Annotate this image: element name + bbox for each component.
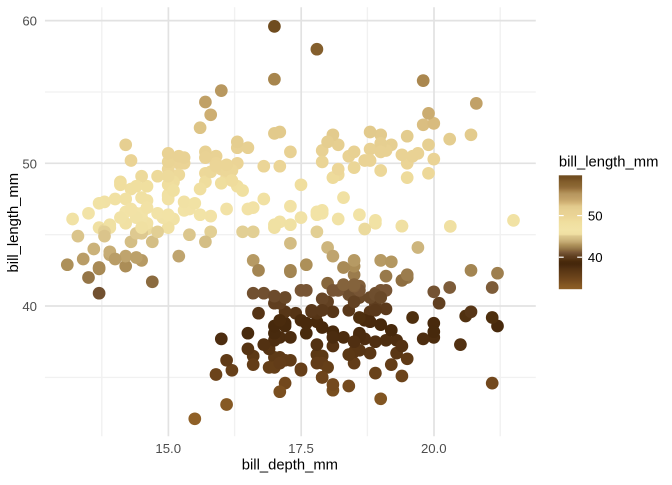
svg-text:15.0: 15.0 (155, 441, 181, 456)
svg-text:17.5: 17.5 (288, 441, 314, 456)
svg-text:bill_length_mm: bill_length_mm (559, 155, 659, 171)
svg-text:20.0: 20.0 (421, 441, 447, 456)
svg-text:50: 50 (588, 209, 603, 224)
svg-text:50: 50 (22, 156, 37, 171)
svg-text:bill_depth_mm: bill_depth_mm (242, 457, 338, 473)
svg-text:60: 60 (22, 14, 37, 29)
svg-text:40: 40 (588, 250, 603, 265)
svg-text:bill_length_mm: bill_length_mm (6, 173, 22, 273)
svg-text:40: 40 (22, 299, 37, 314)
